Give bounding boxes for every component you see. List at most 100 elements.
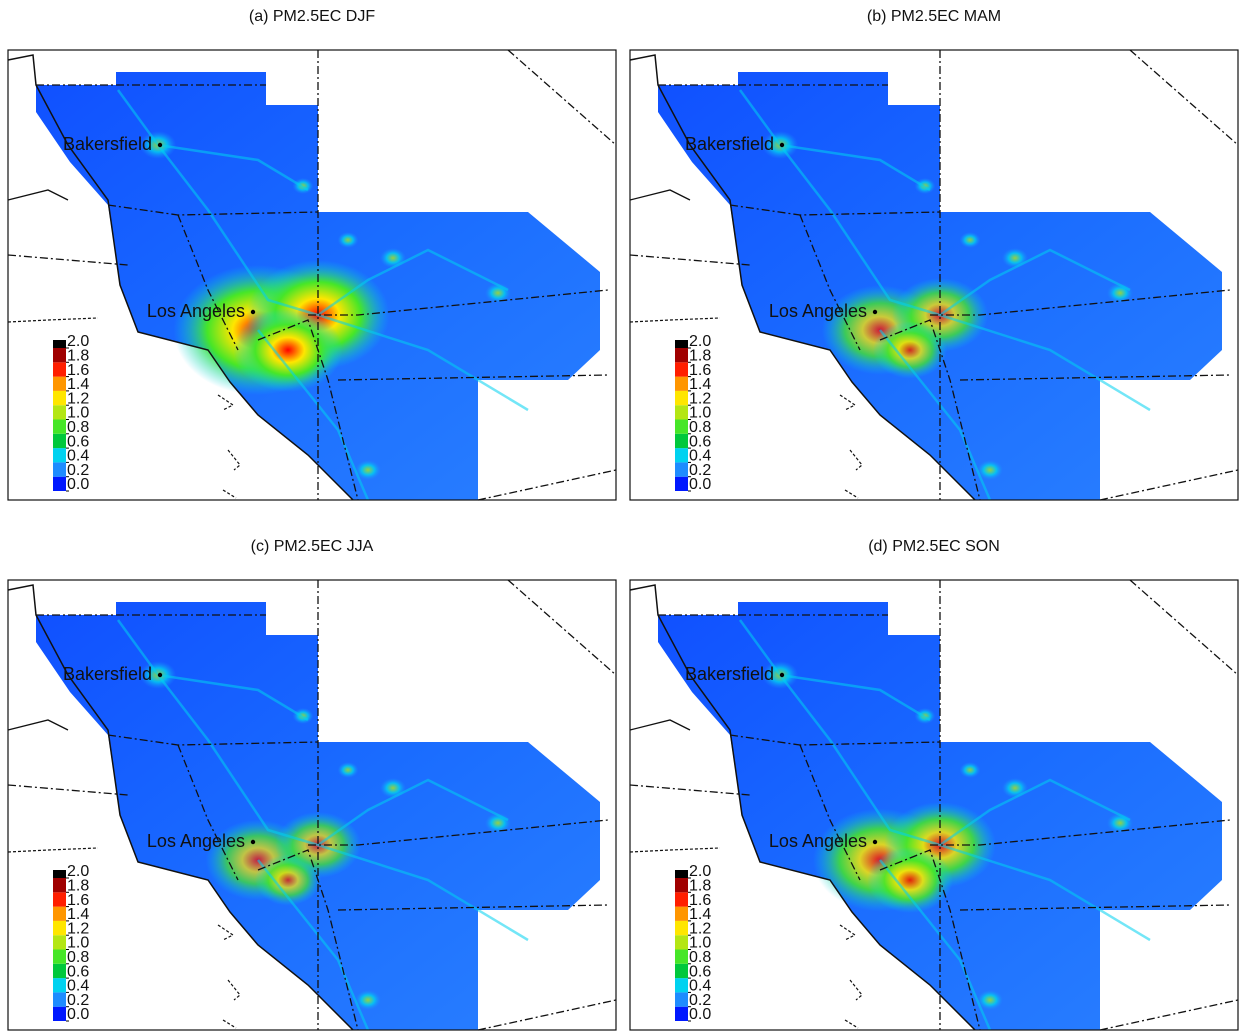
colorbar-tick-label: 1.8 bbox=[67, 878, 89, 895]
colorbar-band bbox=[53, 419, 66, 434]
colorbar-band bbox=[53, 433, 66, 449]
colorbar-band bbox=[53, 949, 66, 964]
colorbar-band bbox=[53, 906, 66, 921]
concentration-hotspot bbox=[959, 232, 981, 248]
colorbar-band bbox=[53, 920, 66, 936]
emission-corridor bbox=[317, 248, 509, 317]
colorbar-band bbox=[53, 935, 66, 950]
colorbar-band bbox=[675, 949, 688, 964]
colorbar-tick-label: 0.2 bbox=[67, 992, 89, 1009]
colorbar-band bbox=[675, 963, 688, 979]
colorbar-cap bbox=[53, 340, 66, 348]
colorbar-tick-label: 0.2 bbox=[689, 992, 711, 1009]
colorbar-tick-label: 0.6 bbox=[689, 963, 711, 980]
colorbar-band bbox=[53, 376, 66, 391]
colorbar-band bbox=[675, 390, 688, 406]
emission-corridor bbox=[738, 89, 782, 146]
colorbar-tick-label: 1.2 bbox=[689, 390, 711, 407]
boundary-line bbox=[477, 999, 617, 1031]
boundary-line bbox=[879, 849, 981, 1031]
boundary-line bbox=[629, 784, 751, 796]
emission-corridor bbox=[317, 313, 529, 412]
colorbar-tick-label: 1.6 bbox=[689, 362, 711, 379]
concentration-hotspot bbox=[337, 232, 359, 248]
colorbar-tick-label: 0.8 bbox=[67, 949, 89, 966]
boundary-line bbox=[1129, 579, 1239, 676]
colorbar-tick-label: 1.8 bbox=[67, 348, 89, 365]
colorbar-tick-label: 1.4 bbox=[689, 906, 711, 923]
boundary-line bbox=[257, 849, 359, 1031]
emission-corridor bbox=[939, 248, 1131, 317]
map-frame bbox=[629, 579, 1239, 1031]
colorbar-band bbox=[675, 433, 688, 449]
concentration-hotspot bbox=[1002, 248, 1028, 268]
colorbar-band bbox=[53, 390, 66, 406]
colorbar-band bbox=[675, 419, 688, 434]
coastline bbox=[7, 719, 69, 731]
colorbar-band bbox=[675, 376, 688, 391]
boundary-line bbox=[879, 319, 981, 501]
emission-corridor bbox=[157, 143, 309, 192]
boundary-line bbox=[507, 579, 617, 676]
city-marker bbox=[779, 672, 785, 678]
concentration-hotspot bbox=[872, 321, 948, 379]
emission-corridor bbox=[257, 329, 370, 501]
colorbar-tick-label: 1.6 bbox=[689, 892, 711, 909]
city-label: Los Angeles bbox=[147, 301, 245, 321]
colorbar-cap bbox=[53, 870, 66, 878]
boundary-line bbox=[959, 904, 1231, 911]
colorbar-tick-label: 0.8 bbox=[67, 419, 89, 436]
city-label: Bakersfield bbox=[63, 664, 152, 684]
colorbar-band bbox=[675, 978, 688, 993]
island-outline bbox=[629, 317, 721, 323]
colorbar-band bbox=[53, 348, 66, 363]
colorbar-cap bbox=[675, 870, 688, 878]
colorbar-tick-label: 0.4 bbox=[67, 448, 89, 465]
island-outline bbox=[7, 317, 99, 323]
boundary-line bbox=[799, 744, 861, 881]
island-outline bbox=[222, 489, 237, 499]
emission-corridor bbox=[317, 778, 509, 847]
colorbar-tick-label: 0.0 bbox=[689, 1006, 711, 1023]
panel-title: (d) PM2.5EC SON bbox=[868, 538, 1000, 555]
colorbar-band bbox=[675, 1006, 688, 1021]
colorbar-tick-label: 0.6 bbox=[67, 963, 89, 980]
city-marker bbox=[250, 839, 256, 845]
island-outline bbox=[839, 924, 857, 941]
colorbar-tick-label: 2.0 bbox=[67, 333, 89, 350]
colorbar-tick-label: 0.4 bbox=[689, 978, 711, 995]
colorbar-tick-label: 0.0 bbox=[67, 1006, 89, 1023]
colorbar-band bbox=[53, 892, 66, 907]
colorbar-tick-label: 2.0 bbox=[67, 863, 89, 880]
colorbar-band bbox=[53, 1006, 66, 1021]
colorbar-band bbox=[53, 963, 66, 979]
emission-corridor bbox=[939, 778, 1131, 847]
emission-corridor bbox=[157, 674, 319, 847]
emission-corridor bbox=[317, 843, 529, 942]
colorbar-band bbox=[53, 978, 66, 993]
boundary-line bbox=[1099, 469, 1239, 501]
concentration-hotspot bbox=[254, 854, 322, 906]
boundary-line bbox=[337, 904, 609, 911]
colorbar-band bbox=[53, 362, 66, 377]
emission-corridor bbox=[157, 144, 319, 317]
colorbar-tick-label: 1.8 bbox=[689, 348, 711, 365]
concentration-hotspot bbox=[337, 762, 359, 778]
concentration-hotspot bbox=[977, 990, 1003, 1010]
colorbar-band bbox=[675, 448, 688, 463]
colorbar-band bbox=[675, 462, 688, 477]
concentration-hotspot bbox=[977, 460, 1003, 480]
colorbar-tick-label: 1.4 bbox=[67, 906, 89, 923]
coastline bbox=[7, 584, 354, 1031]
colorbar-band bbox=[675, 405, 688, 420]
colorbar-tick-label: 1.0 bbox=[689, 935, 711, 952]
concentration-hotspot bbox=[355, 460, 381, 480]
concentration-hotspot bbox=[959, 762, 981, 778]
map-panel: Bakersfield Los Angeles 0.00.20.40.60.81.0… bbox=[629, 579, 1239, 1031]
emission-corridor bbox=[939, 313, 1151, 412]
colorbar-tick-label: 0.2 bbox=[689, 462, 711, 479]
city-marker bbox=[779, 142, 785, 148]
emission-corridor bbox=[257, 859, 370, 1031]
island-outline bbox=[222, 1019, 237, 1029]
